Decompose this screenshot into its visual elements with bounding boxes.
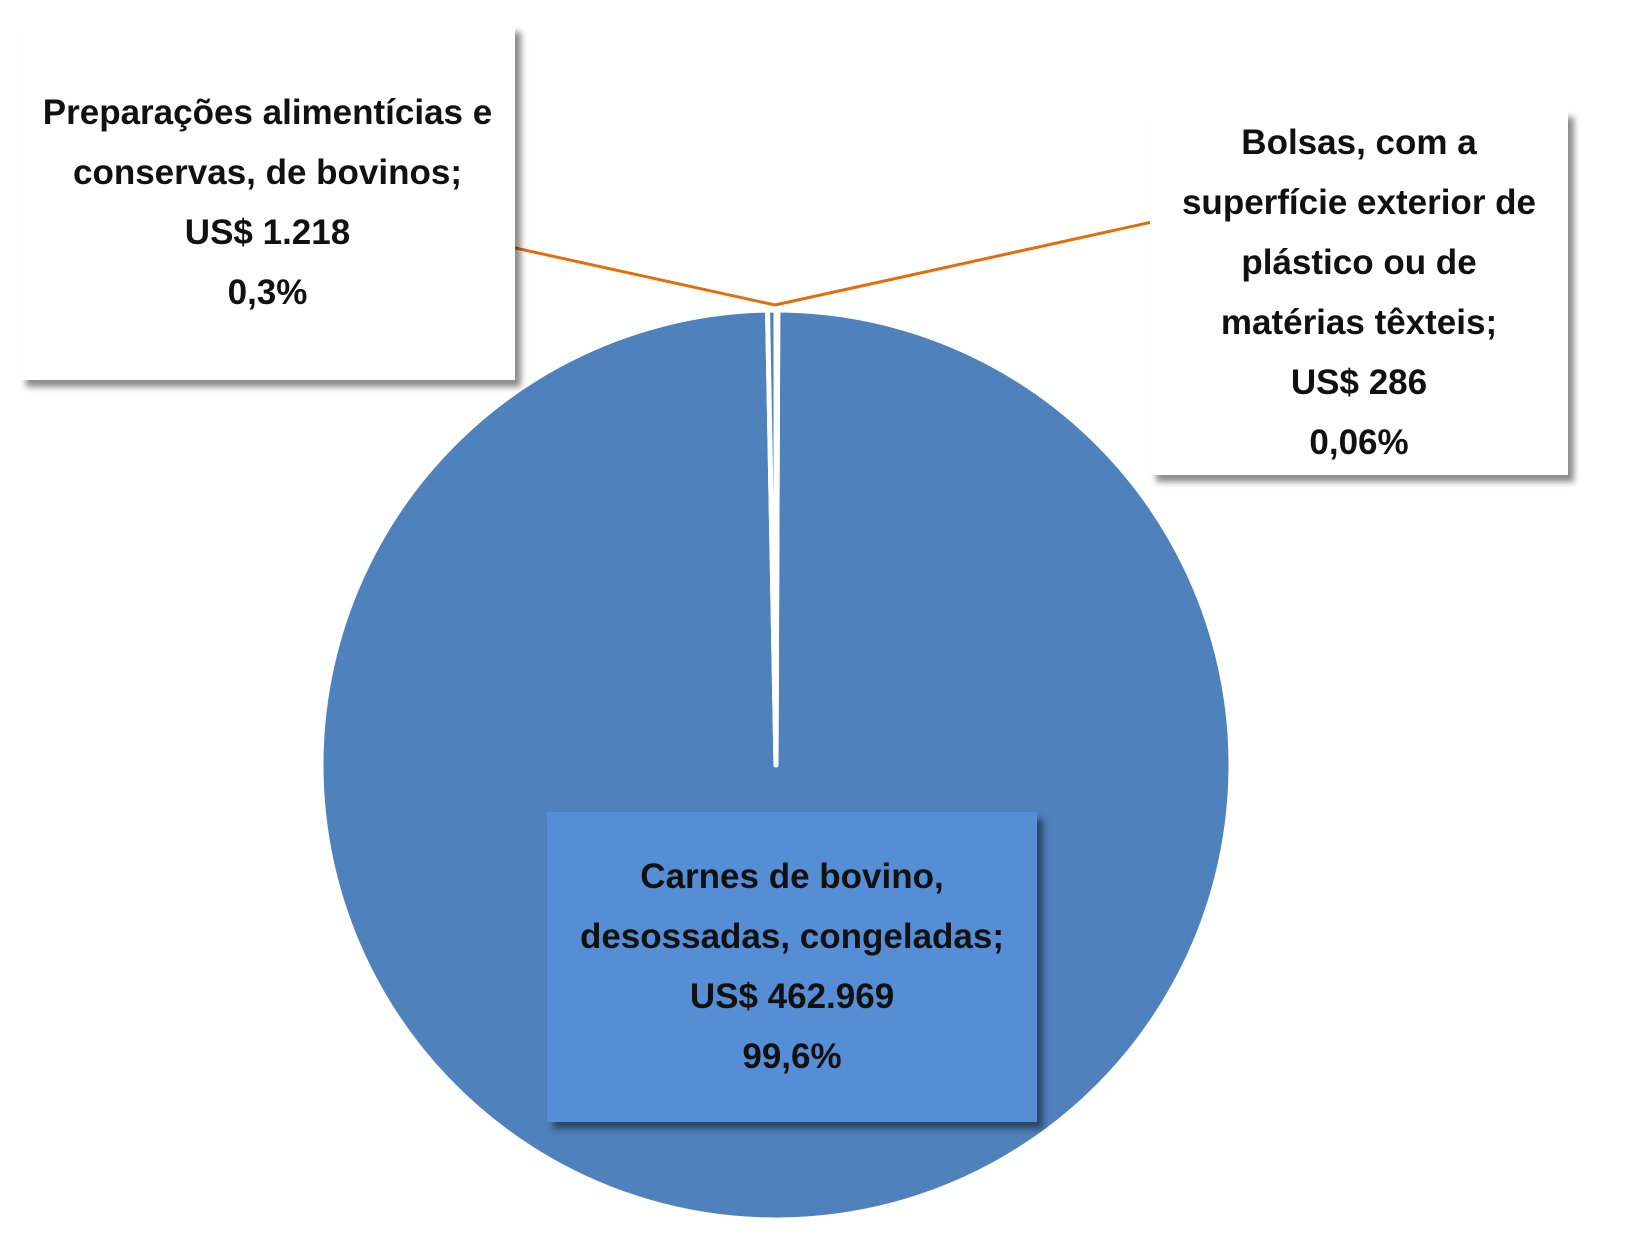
category-label: Preparações alimentícias e conservas, de…: [42, 92, 493, 192]
data-label: Preparações alimentícias e conservas, de…: [20, 25, 515, 380]
value-label: 0,3%: [227, 272, 308, 312]
category-label: Carnes de bovino, desossadas, congeladas…: [579, 857, 1005, 956]
data-label: Bolsas, com a superfície exterior de plá…: [1150, 110, 1568, 475]
amount-label: US$ 1.218: [184, 212, 351, 252]
amount-label: US$ 286: [1290, 362, 1428, 402]
leader-line: [774, 220, 1153, 307]
value-label: 0,06%: [1309, 422, 1409, 462]
amount-label: US$ 462.969: [689, 977, 895, 1016]
pie-slice: [773, 307, 781, 768]
value-label: 99,6%: [742, 1037, 842, 1076]
data-label: Carnes de bovino, desossadas, congeladas…: [547, 812, 1037, 1122]
category-label: Bolsas, com a superfície exterior de plá…: [1181, 122, 1537, 342]
leader-line: [487, 240, 776, 307]
